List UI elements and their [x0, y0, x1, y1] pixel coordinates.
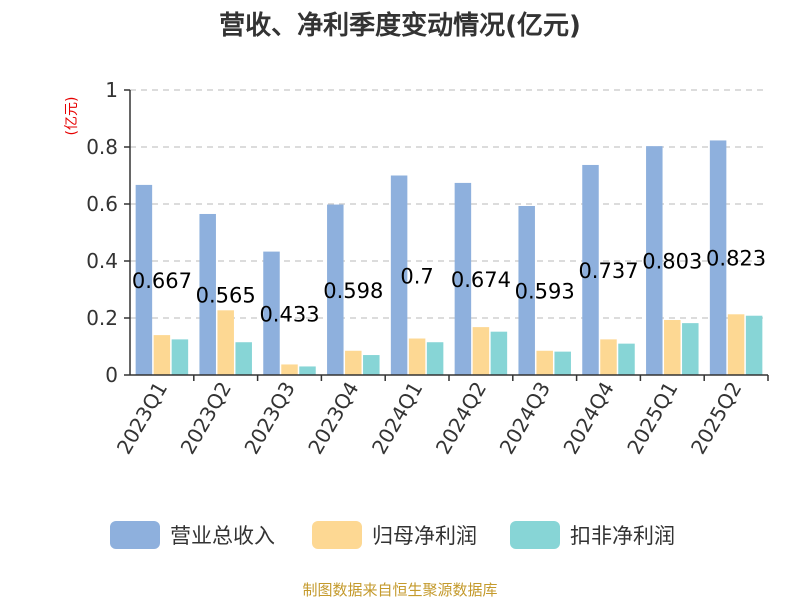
- legend-label: 归母净利润: [372, 524, 477, 548]
- bar-series-2-2023Q1: [153, 335, 171, 375]
- bar-series-1-2023Q4: [327, 204, 344, 375]
- legend-label: 营业总收入: [170, 524, 275, 548]
- bar-series-2-2024Q3: [536, 350, 553, 375]
- legend: 营业总收入 归母净利润 扣非净利润: [110, 521, 675, 549]
- legend-swatch: [312, 521, 362, 549]
- bar-series-2-2023Q3: [281, 364, 298, 375]
- y-tick-labels: 0 0.2 0.4 0.6 0.8 1: [86, 78, 118, 387]
- x-tick-labels: 2023Q1 2023Q2 2023Q3 2023Q4 2024Q1 2024Q2 2024…: [112, 378, 747, 459]
- x-tick-label: 2024Q4: [558, 378, 618, 459]
- data-label: 0.803: [642, 250, 702, 274]
- legend-label: 扣非净利润: [570, 524, 675, 548]
- legend-swatch: [110, 521, 160, 549]
- data-label: 0.823: [706, 247, 766, 271]
- bar-series-3-2025Q1: [682, 323, 699, 375]
- data-label: 0.737: [578, 259, 638, 283]
- bar-series-1-2024Q2: [454, 182, 472, 375]
- y-tick-label: 0.4: [86, 249, 118, 273]
- bar-series-3-2023Q3: [299, 366, 316, 375]
- chart-title: 营收、净利季度变动情况(亿元): [219, 10, 581, 41]
- x-tick-label: 2023Q3: [239, 378, 299, 459]
- bar-series-2-2023Q2: [217, 310, 234, 375]
- bar-series-1-2024Q1: [390, 175, 408, 375]
- bar-series-1-2023Q2: [199, 213, 216, 375]
- y-unit-label: (亿元): [64, 97, 80, 136]
- bar-series-2-2024Q1: [408, 338, 426, 375]
- bar-series-3-2024Q4: [618, 343, 635, 375]
- bar-series-3-2024Q2: [490, 331, 508, 375]
- data-label: 0.593: [515, 279, 575, 303]
- bar-series-3-2024Q1: [426, 342, 444, 375]
- y-tick-label: 0: [105, 363, 118, 387]
- data-label: 0.598: [323, 279, 383, 303]
- bar-series-2-2025Q2: [727, 314, 745, 375]
- y-tick-label: 1: [105, 78, 118, 102]
- x-tick-label: 2024Q1: [367, 378, 427, 459]
- bar-series-3-2023Q1: [171, 339, 189, 375]
- bar-series-3-2024Q3: [554, 351, 571, 375]
- x-tick-label: 2025Q2: [686, 378, 746, 459]
- bar-series-1-2023Q3: [263, 251, 280, 375]
- x-tick-label: 2023Q2: [176, 378, 236, 459]
- data-label: 0.667: [132, 269, 192, 293]
- legend-swatch: [510, 521, 560, 549]
- x-tick-label: 2023Q1: [112, 378, 172, 459]
- bar-series-3-2023Q4: [363, 355, 380, 375]
- bar-series-1-2024Q3: [518, 205, 535, 375]
- axes: [124, 89, 769, 381]
- bar-series-2-2023Q4: [345, 350, 362, 375]
- data-label: 0.565: [196, 283, 256, 307]
- x-tick-label: 2024Q2: [431, 378, 491, 459]
- data-label: 0.7: [400, 264, 433, 288]
- y-tick-label: 0.8: [86, 135, 118, 159]
- bar-series-2-2024Q2: [472, 327, 490, 375]
- bar-series-2-2024Q4: [600, 339, 617, 375]
- bars: [135, 140, 763, 375]
- bar-series-2-2025Q1: [664, 319, 681, 375]
- source-note: 制图数据来自恒生聚源数据库: [302, 581, 497, 599]
- x-tick-label: 2023Q4: [303, 378, 363, 459]
- y-tick-label: 0.2: [86, 306, 118, 330]
- x-tick-label: 2024Q3: [495, 378, 555, 459]
- bar-series-1-2025Q2: [709, 140, 727, 375]
- x-tick-label: 2025Q1: [622, 378, 682, 459]
- bar-series-1-2024Q4: [582, 164, 599, 375]
- bar-series-3-2023Q2: [235, 342, 252, 375]
- data-label: 0.674: [451, 268, 511, 292]
- data-label: 0.433: [259, 302, 319, 326]
- y-tick-label: 0.6: [86, 192, 118, 216]
- bar-series-3-2025Q2: [745, 315, 763, 375]
- bar-series-1-2025Q1: [646, 146, 663, 375]
- bar-series-1-2023Q1: [135, 184, 153, 375]
